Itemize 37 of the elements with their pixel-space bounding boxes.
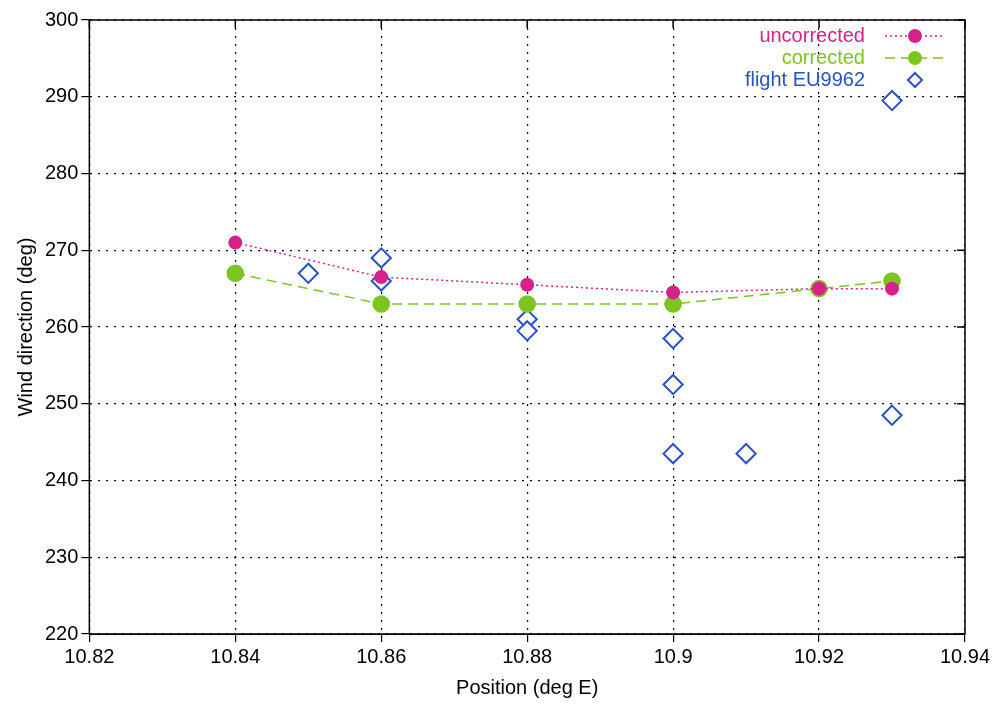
y-tick-label: 280 xyxy=(44,161,79,184)
y-tick-label: 300 xyxy=(44,7,79,30)
y-tick-label: 240 xyxy=(44,468,79,491)
point xyxy=(370,247,392,269)
x-tick-label: 10.92 xyxy=(794,644,845,667)
point xyxy=(662,443,684,465)
point xyxy=(226,264,245,283)
x-axis-title: Position (deg E) xyxy=(456,675,599,698)
point xyxy=(881,89,903,112)
point xyxy=(662,327,684,350)
x-tick-label: 10.88 xyxy=(502,644,553,667)
y-tick-label: 290 xyxy=(44,84,79,107)
y-tick-label: 230 xyxy=(44,544,79,567)
x-tick-label: 10.9 xyxy=(653,644,693,667)
x-tick-label: 10.84 xyxy=(210,644,261,667)
legend-label: flight EU9962 xyxy=(744,67,865,90)
point xyxy=(516,320,538,342)
point xyxy=(666,285,681,300)
point xyxy=(228,235,243,250)
point xyxy=(518,295,536,313)
point xyxy=(297,262,319,284)
x-tick-label: 10.82 xyxy=(64,644,115,667)
x-tick-label: 10.86 xyxy=(356,644,407,667)
point xyxy=(885,281,900,296)
y-axis-title: Wind direction (deg) xyxy=(13,237,36,417)
y-tick-label: 260 xyxy=(44,314,79,337)
point xyxy=(881,404,903,426)
x-tick-label: 10.94 xyxy=(939,644,991,667)
point xyxy=(520,277,535,292)
legend-label: corrected xyxy=(781,45,865,68)
y-tick-label: 220 xyxy=(44,621,79,644)
y-tick-label: 250 xyxy=(44,391,79,414)
point xyxy=(735,443,757,465)
point xyxy=(662,373,684,396)
y-tick-label: 270 xyxy=(44,237,79,260)
point xyxy=(372,295,391,313)
legend-label: uncorrected xyxy=(759,23,865,46)
